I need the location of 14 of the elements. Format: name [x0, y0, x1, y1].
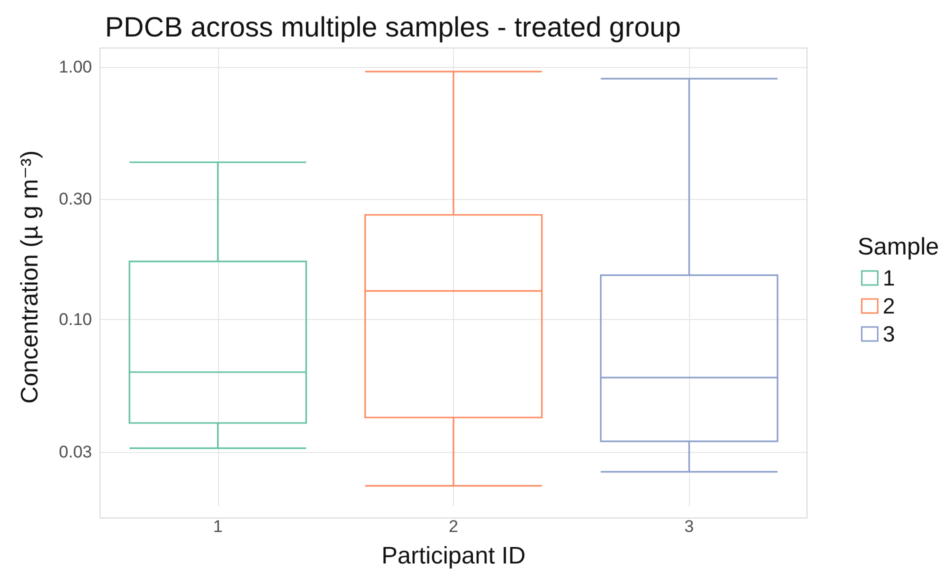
legend-title: Sample: [858, 234, 939, 260]
x-tick-label: 1: [213, 517, 223, 536]
y-tick-label: 0.10: [58, 310, 92, 330]
legend-label: 1: [882, 266, 896, 290]
x-axis-title: Participant ID: [381, 542, 526, 570]
chart-title: PDCB across multiple samples - treated group: [105, 12, 681, 42]
y-axis-title: Concentration (µ g m⁻³): [16, 150, 44, 404]
y-tick-label: 0.30: [58, 190, 92, 209]
y-tick-label: 0.03: [58, 442, 92, 462]
x-tick-label: 2: [448, 517, 458, 536]
x-tick-label: 3: [684, 517, 694, 536]
legend-label: 2: [882, 294, 896, 318]
y-tick-label: 1.00: [58, 58, 92, 77]
legend-label: 3: [882, 322, 896, 346]
